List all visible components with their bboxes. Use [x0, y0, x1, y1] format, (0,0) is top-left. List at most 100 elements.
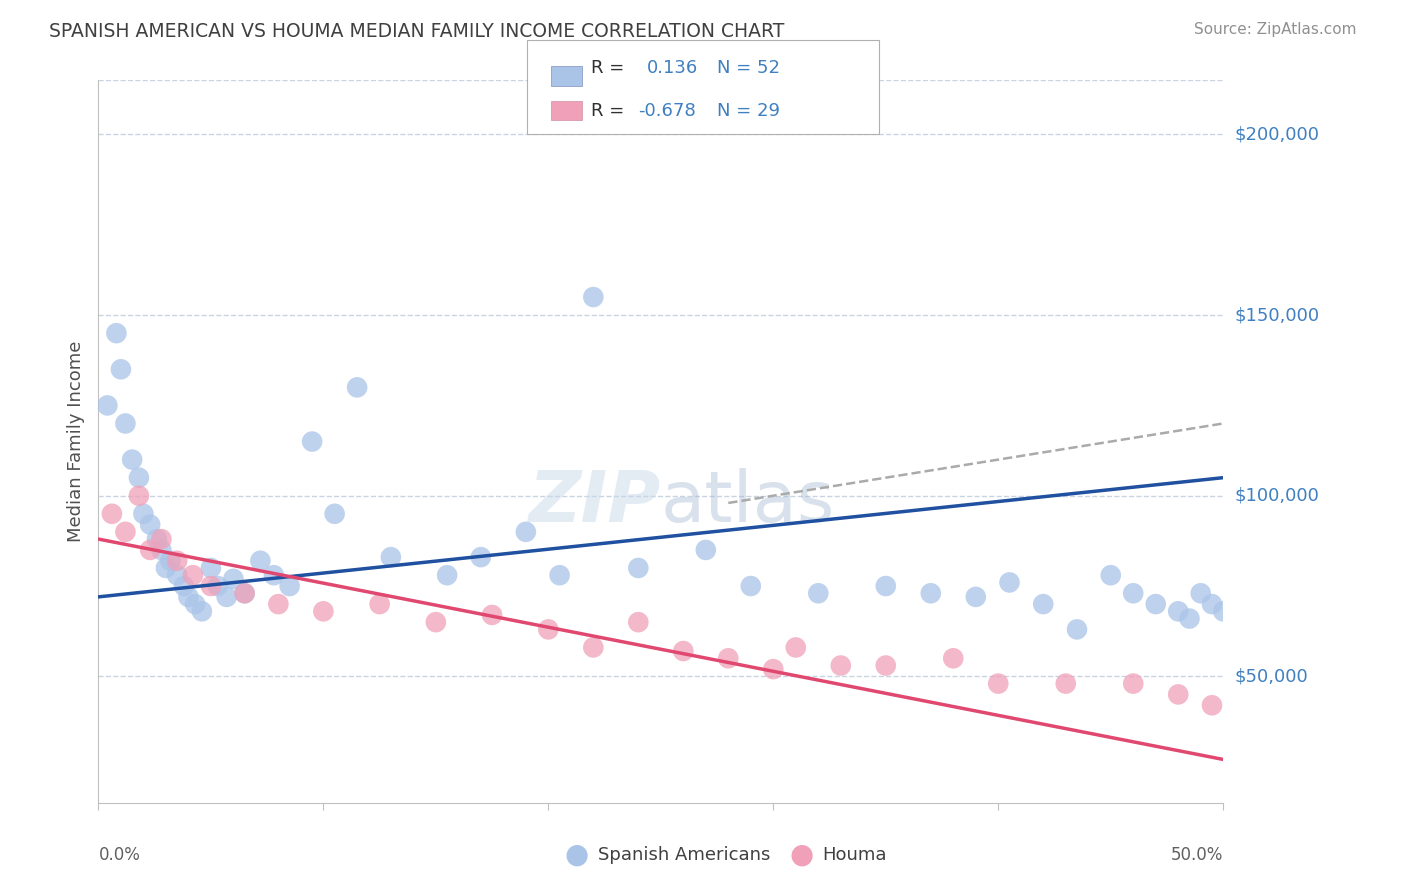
- Point: [998, 575, 1021, 590]
- Point: [380, 550, 402, 565]
- Point: [425, 615, 447, 630]
- Point: [267, 597, 290, 611]
- Point: [200, 561, 222, 575]
- Point: [222, 572, 245, 586]
- Text: ZIP: ZIP: [529, 468, 661, 538]
- Point: [1032, 597, 1054, 611]
- Text: -0.678: -0.678: [638, 102, 696, 120]
- Point: [323, 507, 346, 521]
- Point: [582, 290, 605, 304]
- Point: [481, 607, 503, 622]
- Point: [1201, 698, 1223, 713]
- Point: [200, 579, 222, 593]
- Text: R =: R =: [591, 102, 630, 120]
- Point: [582, 640, 605, 655]
- Point: [155, 561, 177, 575]
- Point: [965, 590, 987, 604]
- Point: [110, 362, 132, 376]
- Point: [184, 597, 207, 611]
- Point: [114, 524, 136, 539]
- Point: [1178, 611, 1201, 625]
- Point: [1167, 687, 1189, 701]
- Point: [128, 470, 150, 484]
- Point: [548, 568, 571, 582]
- Point: [1189, 586, 1212, 600]
- Point: [101, 507, 124, 521]
- Text: $100,000: $100,000: [1234, 487, 1319, 505]
- Point: [215, 590, 238, 604]
- Point: [920, 586, 942, 600]
- Point: [249, 554, 271, 568]
- Point: [159, 554, 181, 568]
- Point: [695, 542, 717, 557]
- Point: [181, 568, 204, 582]
- Point: [105, 326, 128, 340]
- Point: [139, 517, 162, 532]
- Point: [312, 604, 335, 618]
- Point: [875, 658, 897, 673]
- Point: [762, 662, 785, 676]
- Text: 50.0%: 50.0%: [1171, 847, 1223, 864]
- Point: [1066, 623, 1088, 637]
- Point: [207, 579, 229, 593]
- Point: [875, 579, 897, 593]
- Point: [173, 579, 195, 593]
- Text: SPANISH AMERICAN VS HOUMA MEDIAN FAMILY INCOME CORRELATION CHART: SPANISH AMERICAN VS HOUMA MEDIAN FAMILY …: [49, 22, 785, 41]
- Point: [740, 579, 762, 593]
- Point: [128, 489, 150, 503]
- Point: [346, 380, 368, 394]
- Point: [785, 640, 807, 655]
- Point: [1122, 676, 1144, 690]
- Point: [1122, 586, 1144, 600]
- Text: $200,000: $200,000: [1234, 126, 1319, 144]
- Point: [672, 644, 695, 658]
- Point: [515, 524, 537, 539]
- Point: [233, 586, 256, 600]
- Text: Houma: Houma: [823, 846, 887, 863]
- Point: [166, 554, 188, 568]
- Point: [139, 542, 162, 557]
- Point: [1099, 568, 1122, 582]
- Point: [1144, 597, 1167, 611]
- Text: Spanish Americans: Spanish Americans: [598, 846, 770, 863]
- Point: [627, 615, 650, 630]
- Point: [114, 417, 136, 431]
- Text: $50,000: $50,000: [1234, 667, 1308, 685]
- Y-axis label: Median Family Income: Median Family Income: [66, 341, 84, 542]
- Point: [166, 568, 188, 582]
- Text: ●: ●: [564, 840, 589, 869]
- Point: [942, 651, 965, 665]
- Point: [1054, 676, 1077, 690]
- Point: [263, 568, 285, 582]
- Point: [191, 604, 214, 618]
- Point: [150, 542, 173, 557]
- Point: [627, 561, 650, 575]
- Point: [301, 434, 323, 449]
- Point: [1167, 604, 1189, 618]
- Text: $150,000: $150,000: [1234, 306, 1319, 324]
- Point: [121, 452, 143, 467]
- Point: [233, 586, 256, 600]
- Point: [470, 550, 492, 565]
- Text: ●: ●: [789, 840, 814, 869]
- Text: N = 29: N = 29: [717, 102, 780, 120]
- Point: [807, 586, 830, 600]
- Point: [717, 651, 740, 665]
- Point: [1212, 604, 1234, 618]
- Point: [436, 568, 458, 582]
- Point: [278, 579, 301, 593]
- Text: 0.0%: 0.0%: [98, 847, 141, 864]
- Text: Source: ZipAtlas.com: Source: ZipAtlas.com: [1194, 22, 1357, 37]
- Point: [368, 597, 391, 611]
- Point: [132, 507, 155, 521]
- Point: [1201, 597, 1223, 611]
- Text: N = 52: N = 52: [717, 59, 780, 77]
- Point: [146, 532, 169, 546]
- Point: [830, 658, 852, 673]
- Point: [537, 623, 560, 637]
- Point: [150, 532, 173, 546]
- Text: atlas: atlas: [661, 468, 835, 538]
- Point: [96, 398, 118, 412]
- Text: 0.136: 0.136: [647, 59, 697, 77]
- Point: [987, 676, 1010, 690]
